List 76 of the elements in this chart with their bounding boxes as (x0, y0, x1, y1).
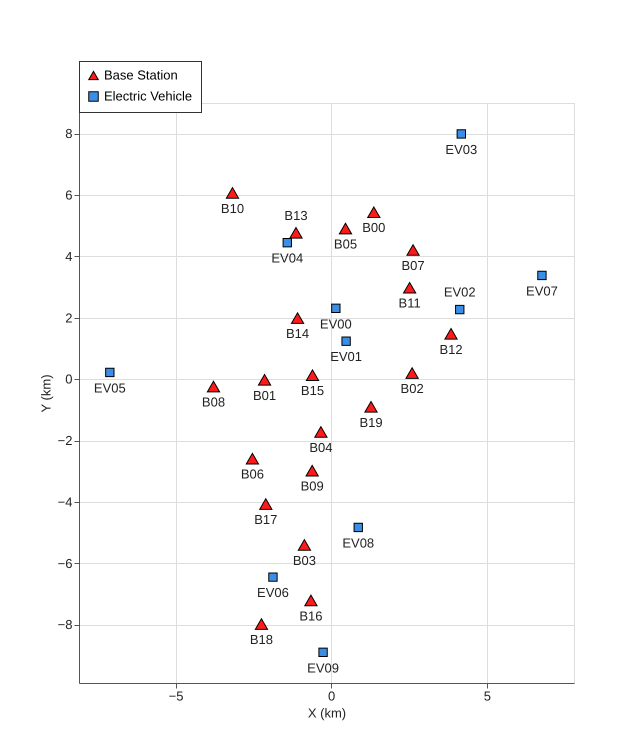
point (226, 187, 240, 199)
x-tick-label: 5 (484, 688, 491, 704)
x-tick-label: −5 (168, 688, 184, 704)
point (406, 244, 420, 256)
annotation: B19 (359, 414, 383, 430)
y-axis-title: Y (km) (38, 374, 54, 413)
point (206, 380, 220, 392)
point (268, 572, 278, 582)
point (298, 539, 312, 551)
point (331, 304, 341, 313)
x-axis-title: X (km) (308, 706, 346, 720)
y-tick-label: −8 (58, 617, 72, 632)
annotation: B04 (309, 440, 332, 455)
point (318, 648, 328, 657)
point (105, 368, 115, 378)
y-tick-label: 8 (65, 126, 72, 142)
annotation: B12 (439, 342, 463, 357)
point (289, 227, 303, 239)
point (456, 129, 466, 139)
point (314, 426, 328, 438)
point (259, 498, 272, 510)
annotation: B01 (252, 388, 276, 403)
annotation: B05 (334, 236, 358, 252)
point (258, 374, 272, 386)
x-tick-label: 0 (328, 688, 336, 704)
point (246, 452, 260, 464)
annotation: B18 (250, 632, 274, 648)
y-tick-label: 4 (65, 248, 72, 264)
point (367, 206, 380, 218)
annotation: B11 (398, 296, 421, 311)
point (354, 522, 363, 532)
annotation: B13 (284, 208, 308, 223)
point (290, 312, 304, 324)
annotation: EV04 (271, 250, 304, 266)
annotation: EV07 (526, 283, 558, 298)
point (537, 270, 547, 280)
annotation: EV02 (444, 284, 476, 300)
annotation: B16 (299, 608, 323, 624)
point (364, 401, 378, 413)
point (341, 336, 351, 346)
legend-label: Electric Vehicle (104, 88, 192, 104)
point (455, 304, 464, 314)
point (403, 282, 416, 294)
annotation: B06 (240, 466, 264, 482)
annotation: B10 (220, 200, 244, 216)
annotation: B14 (286, 326, 310, 342)
point (304, 594, 318, 606)
y-tick-label: −6 (58, 556, 72, 571)
point (254, 618, 268, 630)
y-tick-label: 0 (65, 372, 72, 387)
annotation: B17 (254, 512, 278, 528)
annotation: B00 (362, 220, 386, 236)
annotation: B08 (202, 394, 226, 410)
y-tick-label: 2 (65, 310, 72, 326)
y-tick-label: −2 (58, 433, 72, 448)
point (444, 328, 458, 340)
point (405, 367, 419, 379)
legend-label: Base Station (104, 68, 178, 82)
point (338, 222, 352, 234)
annotation: B15 (300, 383, 324, 398)
annotation: B02 (400, 381, 424, 396)
point (306, 464, 319, 476)
annotation: EV03 (445, 142, 478, 157)
annotation: B07 (401, 258, 425, 273)
point (282, 238, 292, 248)
annotation: B09 (300, 478, 324, 494)
annotation: B03 (292, 552, 316, 568)
y-tick-label: −4 (58, 494, 72, 510)
annotation: EV09 (307, 660, 339, 676)
annotation: EV01 (330, 349, 362, 364)
annotation: EV06 (257, 585, 289, 600)
point (306, 369, 320, 382)
annotation: EV05 (94, 380, 126, 396)
annotation: EV00 (320, 316, 352, 332)
annotation: EV08 (342, 535, 374, 550)
y-tick-label: 6 (65, 188, 72, 203)
